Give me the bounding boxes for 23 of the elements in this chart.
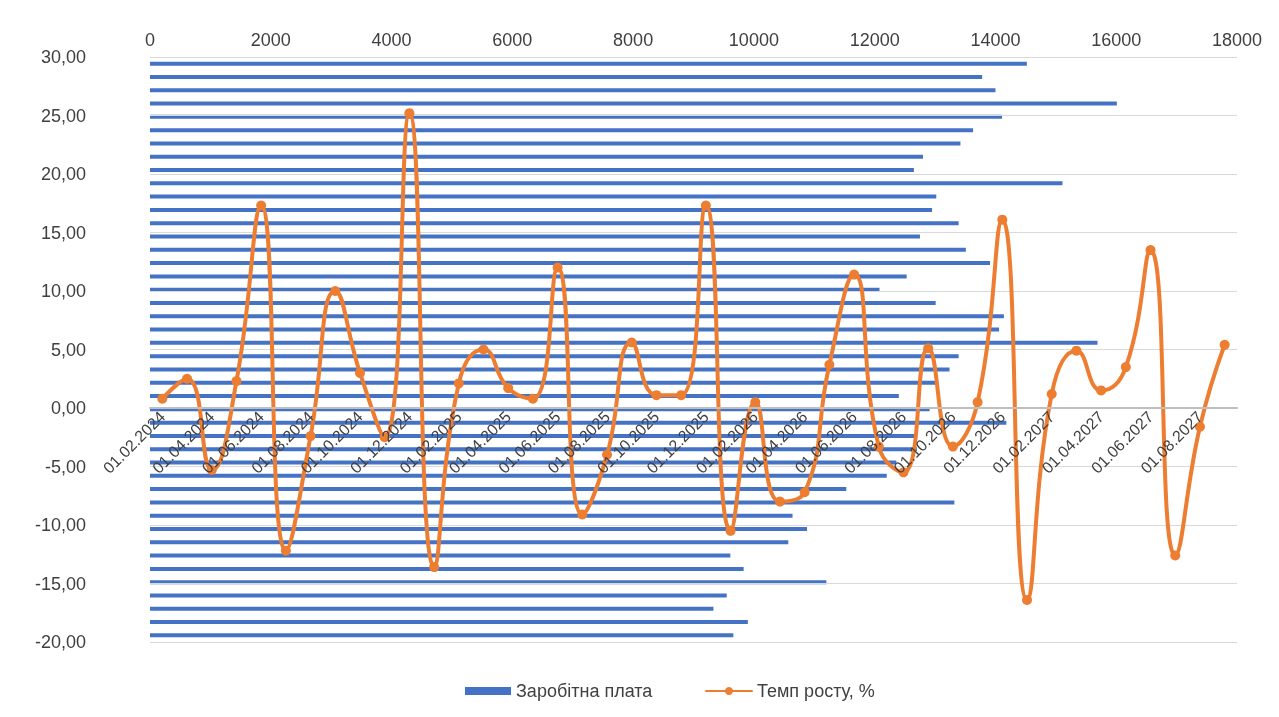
y-tick-label: -10,00 — [34, 515, 86, 535]
x-tick-label: 10000 — [728, 30, 779, 50]
x-tick-label: 18000 — [1211, 30, 1263, 50]
x-tick-label: 6000 — [492, 30, 533, 50]
y-tick-label: 20,00 — [40, 164, 86, 184]
legend-label: Заробітна плата — [516, 681, 654, 701]
x-tick-label: 0 — [144, 30, 156, 50]
x-tick-label: 14000 — [970, 30, 1021, 50]
y-tick-label: 0,00 — [50, 398, 86, 418]
y-tick-label: 25,00 — [40, 105, 86, 126]
y-tick-label: -20,00 — [34, 632, 86, 652]
y-tick-label: 5,00 — [50, 339, 86, 360]
y-tick-label: 15,00 — [40, 222, 86, 243]
x-tick-label: 2000 — [250, 30, 291, 50]
y-tick-label: 30,00 — [40, 47, 86, 67]
y-tick-label: -15,00 — [34, 573, 86, 594]
x-tick-label: 12000 — [849, 30, 900, 50]
legend-label: Темп росту, % — [757, 681, 875, 701]
x-tick-label: 16000 — [1091, 30, 1142, 50]
x-tick-label: 8000 — [613, 30, 654, 50]
y-tick-label: 10,00 — [40, 281, 86, 301]
x-tick-label: 4000 — [371, 30, 412, 50]
y-tick-label: -5,00 — [44, 456, 86, 477]
